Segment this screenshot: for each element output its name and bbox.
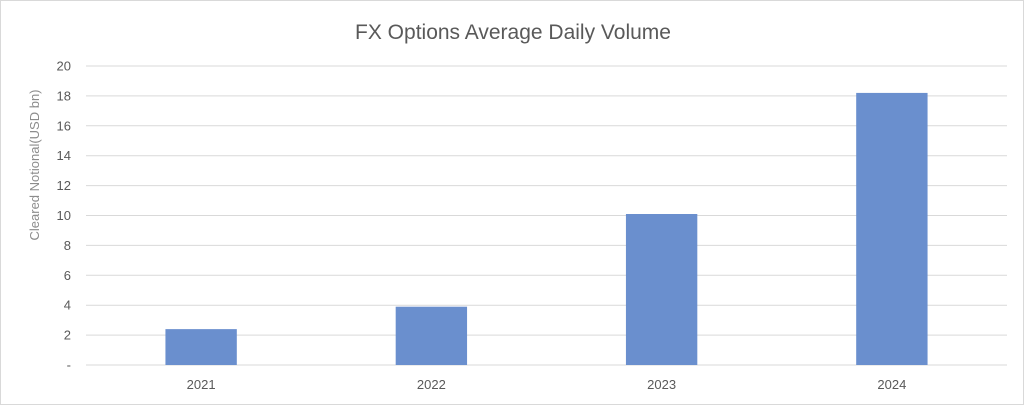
gridlines bbox=[86, 65, 1007, 366]
x-tick-label: 2021 bbox=[187, 377, 216, 392]
y-tick-label: 6 bbox=[64, 268, 71, 283]
bar-2023 bbox=[625, 214, 698, 365]
y-axis-ticks: - 2 4 6 8 10 12 14 16 18 20 bbox=[57, 59, 71, 373]
chart-title: FX Options Average Daily Volume bbox=[355, 21, 671, 44]
x-axis-ticks: 2021 2022 2023 2024 bbox=[187, 377, 907, 392]
y-tick-label: 12 bbox=[57, 178, 71, 193]
y-tick-label: - bbox=[67, 358, 71, 373]
bar-2021 bbox=[165, 329, 237, 365]
y-tick-label: 20 bbox=[57, 59, 71, 74]
y-tick-label: 16 bbox=[57, 118, 71, 133]
x-tick-label: 2023 bbox=[647, 377, 676, 392]
x-tick-label: 2024 bbox=[877, 377, 906, 392]
y-tick-label: 4 bbox=[64, 298, 71, 313]
bars bbox=[165, 92, 928, 365]
y-tick-label: 18 bbox=[57, 88, 71, 103]
x-tick-label: 2022 bbox=[417, 377, 446, 392]
y-tick-label: 2 bbox=[64, 328, 71, 343]
y-tick-label: 8 bbox=[64, 238, 71, 253]
bar-2024 bbox=[856, 92, 928, 365]
bar-2022 bbox=[395, 306, 468, 365]
y-tick-label: 10 bbox=[57, 208, 71, 223]
y-axis-label: Cleared Notional(USD bn) bbox=[27, 89, 42, 240]
y-tick-label: 14 bbox=[57, 148, 71, 163]
